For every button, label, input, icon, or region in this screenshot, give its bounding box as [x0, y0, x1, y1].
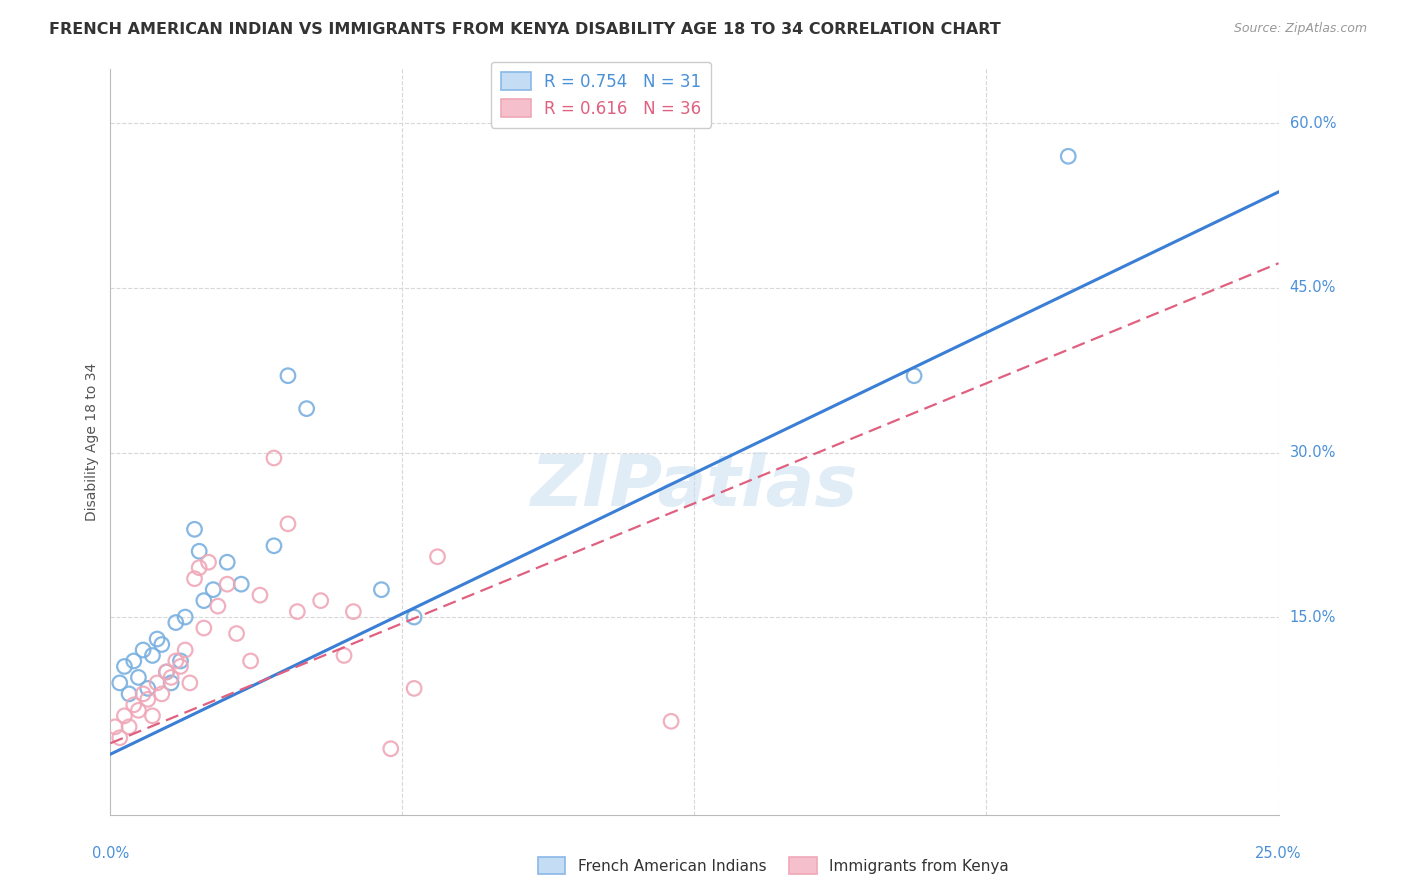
Point	[295, 401, 318, 416]
Point	[263, 450, 285, 465]
Point	[183, 522, 205, 536]
Point	[207, 599, 229, 613]
Point	[169, 654, 191, 668]
Point	[112, 708, 135, 723]
Point	[404, 681, 426, 696]
Point	[183, 572, 205, 586]
Point	[277, 516, 299, 531]
Text: FRENCH AMERICAN INDIAN VS IMMIGRANTS FROM KENYA DISABILITY AGE 18 TO 34 CORRELAT: FRENCH AMERICAN INDIAN VS IMMIGRANTS FRO…	[49, 22, 1001, 37]
Point	[169, 659, 191, 673]
Point	[342, 605, 364, 619]
Point	[127, 703, 149, 717]
Point	[193, 593, 215, 607]
Text: 60.0%: 60.0%	[1289, 116, 1336, 131]
Point	[193, 621, 215, 635]
Point	[122, 654, 145, 668]
Point	[136, 681, 159, 696]
Text: 25.0%: 25.0%	[1256, 846, 1302, 861]
Point	[122, 698, 145, 712]
Point	[165, 615, 187, 630]
Point	[155, 665, 177, 679]
Point	[174, 610, 197, 624]
Point	[903, 368, 925, 383]
Point	[165, 654, 187, 668]
Point	[239, 654, 262, 668]
Point	[104, 720, 127, 734]
Point	[160, 676, 183, 690]
Point	[277, 368, 299, 383]
Point	[108, 731, 131, 745]
Point	[231, 577, 253, 591]
Point	[309, 593, 332, 607]
Point	[150, 687, 173, 701]
Point	[380, 741, 402, 756]
Point	[108, 676, 131, 690]
Point	[141, 708, 163, 723]
Text: 30.0%: 30.0%	[1289, 445, 1336, 460]
Point	[132, 643, 155, 657]
Point	[217, 577, 239, 591]
Text: Source: ZipAtlas.com: Source: ZipAtlas.com	[1233, 22, 1367, 36]
Text: 0.0%: 0.0%	[91, 846, 129, 861]
Point	[404, 610, 426, 624]
Point	[370, 582, 392, 597]
Point	[174, 643, 197, 657]
Point	[225, 626, 247, 640]
Legend: French American Indians, Immigrants from Kenya: French American Indians, Immigrants from…	[531, 851, 1015, 880]
Point	[249, 588, 271, 602]
Point	[188, 560, 211, 574]
Point	[1057, 149, 1080, 163]
Point	[118, 720, 141, 734]
Point	[160, 670, 183, 684]
Point	[179, 676, 201, 690]
Point	[217, 555, 239, 569]
Point	[112, 659, 135, 673]
Point	[132, 687, 155, 701]
Point	[197, 555, 219, 569]
Point	[659, 714, 682, 729]
Point	[263, 539, 285, 553]
Point	[285, 605, 308, 619]
Text: ZIPatlas: ZIPatlas	[531, 452, 858, 521]
Y-axis label: Disability Age 18 to 34: Disability Age 18 to 34	[86, 362, 100, 521]
Point	[136, 692, 159, 706]
Point	[141, 648, 163, 663]
Point	[146, 632, 169, 646]
Point	[202, 582, 225, 597]
Point	[118, 687, 141, 701]
Point	[188, 544, 211, 558]
Point	[155, 665, 177, 679]
Point	[150, 638, 173, 652]
Text: 45.0%: 45.0%	[1289, 280, 1336, 295]
Text: 15.0%: 15.0%	[1289, 609, 1336, 624]
Point	[146, 676, 169, 690]
Point	[426, 549, 449, 564]
Point	[333, 648, 356, 663]
Legend: R = 0.754   N = 31, R = 0.616   N = 36: R = 0.754 N = 31, R = 0.616 N = 36	[491, 62, 711, 128]
Point	[127, 670, 149, 684]
